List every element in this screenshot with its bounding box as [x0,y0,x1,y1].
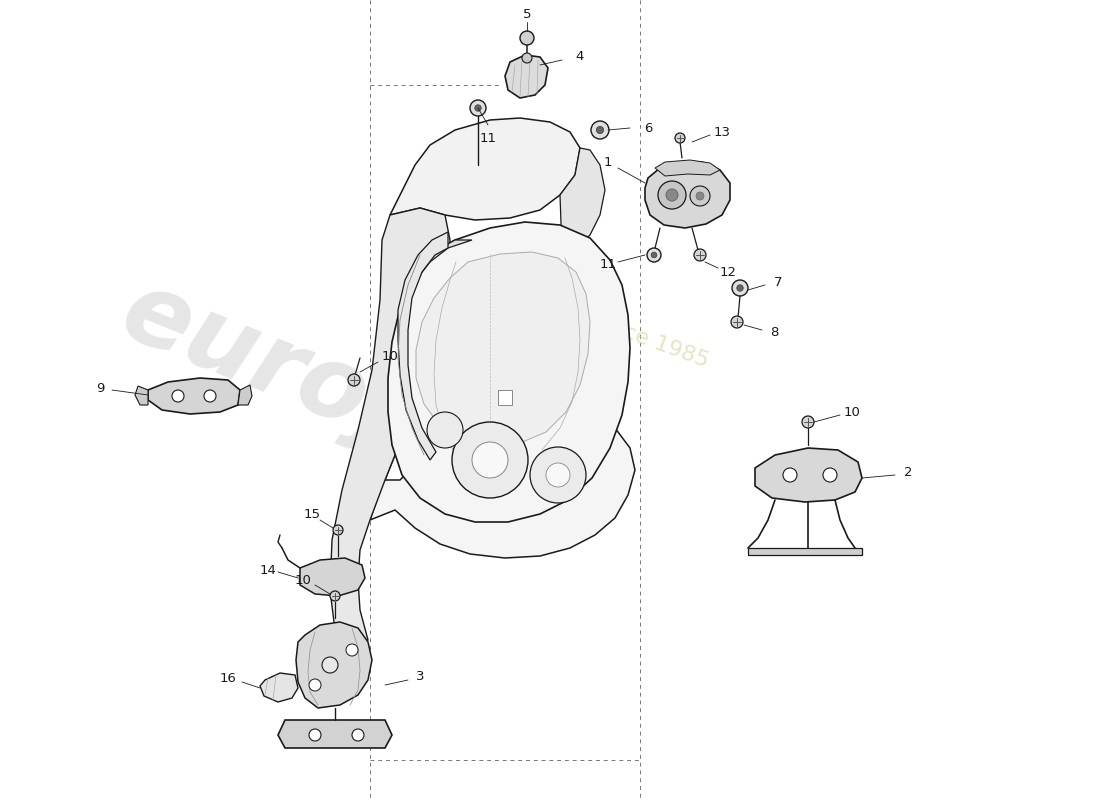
Text: 12: 12 [719,266,737,278]
Polygon shape [135,386,149,405]
Circle shape [333,525,343,535]
Text: 14: 14 [260,563,276,577]
Circle shape [675,133,685,143]
Polygon shape [278,720,392,748]
Circle shape [204,390,216,402]
Text: 10: 10 [295,574,311,586]
Circle shape [352,729,364,741]
Text: 13: 13 [714,126,730,138]
Circle shape [690,186,710,206]
Polygon shape [645,162,730,228]
Text: 6: 6 [644,122,652,134]
Circle shape [696,192,704,200]
Polygon shape [748,548,862,555]
Text: 3: 3 [416,670,425,683]
Circle shape [470,100,486,116]
Text: 2: 2 [904,466,912,479]
Circle shape [475,105,481,111]
Text: 8: 8 [770,326,778,339]
Circle shape [666,189,678,201]
Circle shape [172,390,184,402]
Text: 10: 10 [382,350,398,362]
Circle shape [309,679,321,691]
Circle shape [783,468,798,482]
Circle shape [823,468,837,482]
Text: 5: 5 [522,9,531,22]
Circle shape [596,126,604,134]
Circle shape [658,181,686,209]
Circle shape [732,316,742,328]
Circle shape [522,53,532,63]
Text: 16: 16 [220,671,236,685]
Circle shape [520,31,534,45]
Circle shape [472,442,508,478]
Polygon shape [390,118,580,220]
Circle shape [546,463,570,487]
Text: euroj2es: euroj2es [108,263,596,537]
Text: 11: 11 [480,131,496,145]
Polygon shape [560,148,605,252]
Polygon shape [388,222,630,522]
Circle shape [802,416,814,428]
Text: 10: 10 [844,406,860,418]
Circle shape [427,412,463,448]
Circle shape [732,280,748,296]
Circle shape [330,591,340,601]
Circle shape [737,285,744,291]
Polygon shape [498,390,512,405]
Circle shape [322,657,338,673]
Circle shape [694,249,706,261]
Circle shape [647,248,661,262]
Text: 11: 11 [600,258,616,271]
Text: 4: 4 [575,50,584,63]
Text: 15: 15 [304,509,320,522]
Circle shape [348,374,360,386]
Polygon shape [238,385,252,405]
Text: 7: 7 [773,277,782,290]
Polygon shape [416,252,590,446]
Circle shape [530,447,586,503]
Polygon shape [296,622,372,708]
Polygon shape [755,448,862,502]
Circle shape [651,252,657,258]
Polygon shape [370,240,635,558]
Circle shape [591,121,609,139]
Polygon shape [412,240,472,280]
Text: 9: 9 [96,382,104,394]
Polygon shape [654,160,720,176]
Polygon shape [260,673,298,702]
Polygon shape [505,55,548,98]
Text: 1: 1 [604,155,613,169]
Circle shape [452,422,528,498]
Polygon shape [398,232,448,460]
Polygon shape [148,378,240,414]
Polygon shape [330,208,450,650]
Circle shape [309,729,321,741]
Circle shape [346,644,358,656]
Text: a passion for parts since 1985: a passion for parts since 1985 [388,237,712,371]
Polygon shape [300,558,365,596]
